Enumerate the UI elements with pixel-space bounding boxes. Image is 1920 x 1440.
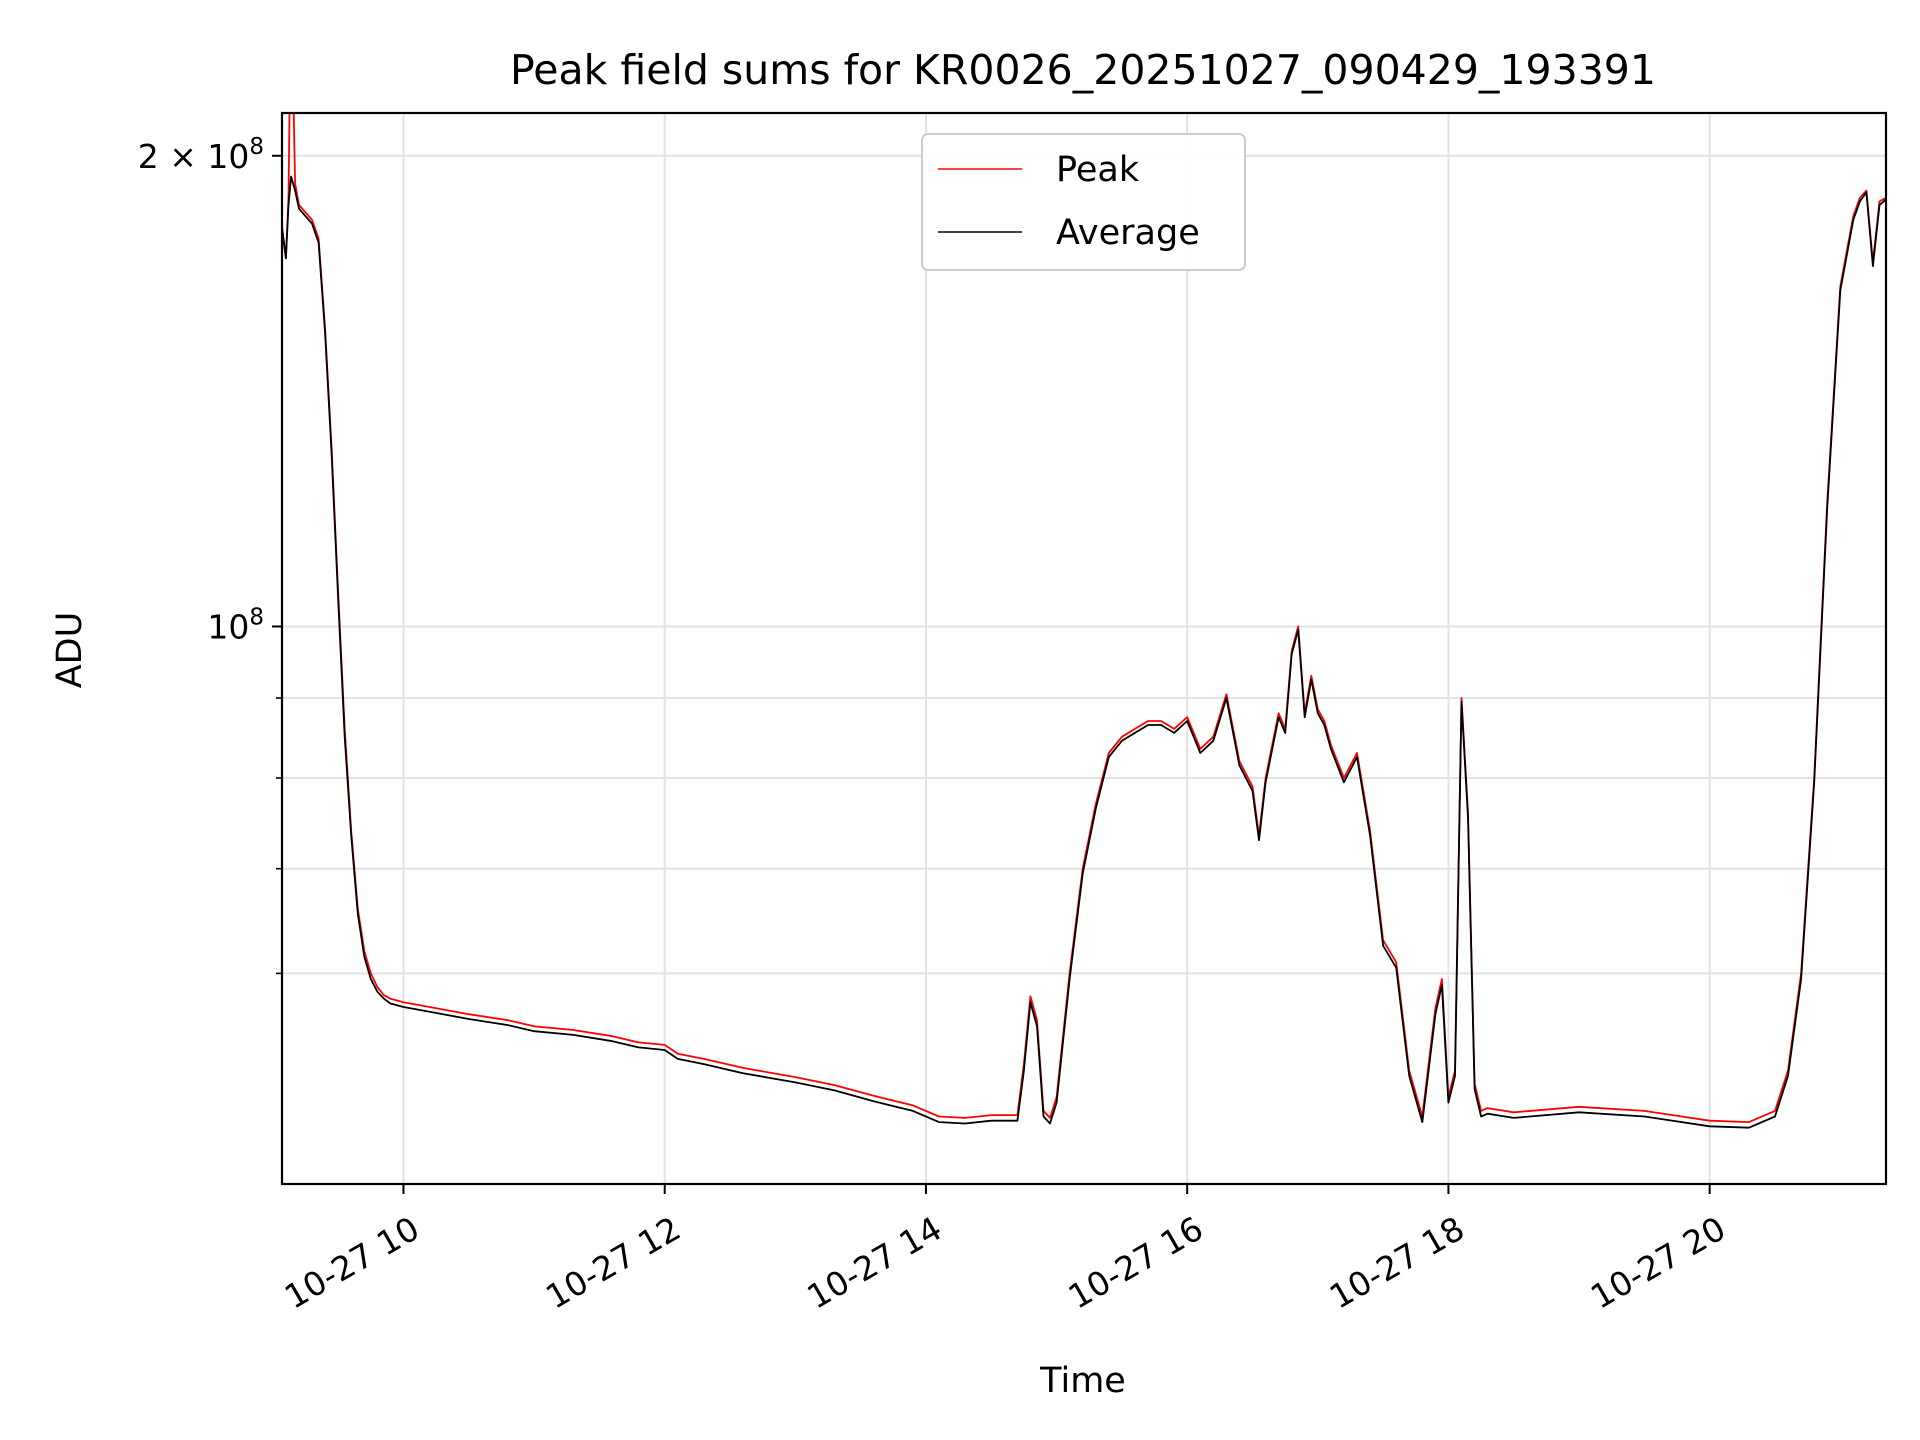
y-axis-label: ADU	[50, 612, 90, 689]
legend[interactable]: Peak Average	[921, 133, 1246, 271]
legend-box	[921, 133, 1246, 271]
y-tick-label: 2 × 108	[138, 134, 264, 176]
chart-title: Peak field sums for KR0026_20251027_0904…	[510, 46, 1656, 94]
peak-series-line	[282, 113, 1886, 1123]
y-axis: 108 2 × 108	[138, 134, 282, 975]
plot-frame	[280, 111, 1888, 1186]
y-tick-label: 108	[207, 604, 264, 646]
legend-average-label: Average	[1056, 213, 1200, 253]
average-series-line	[282, 175, 1886, 1129]
x-axis-label: Time	[1039, 1361, 1126, 1401]
plot-series	[282, 113, 1886, 1129]
legend-peak-label: Peak	[1056, 150, 1140, 190]
